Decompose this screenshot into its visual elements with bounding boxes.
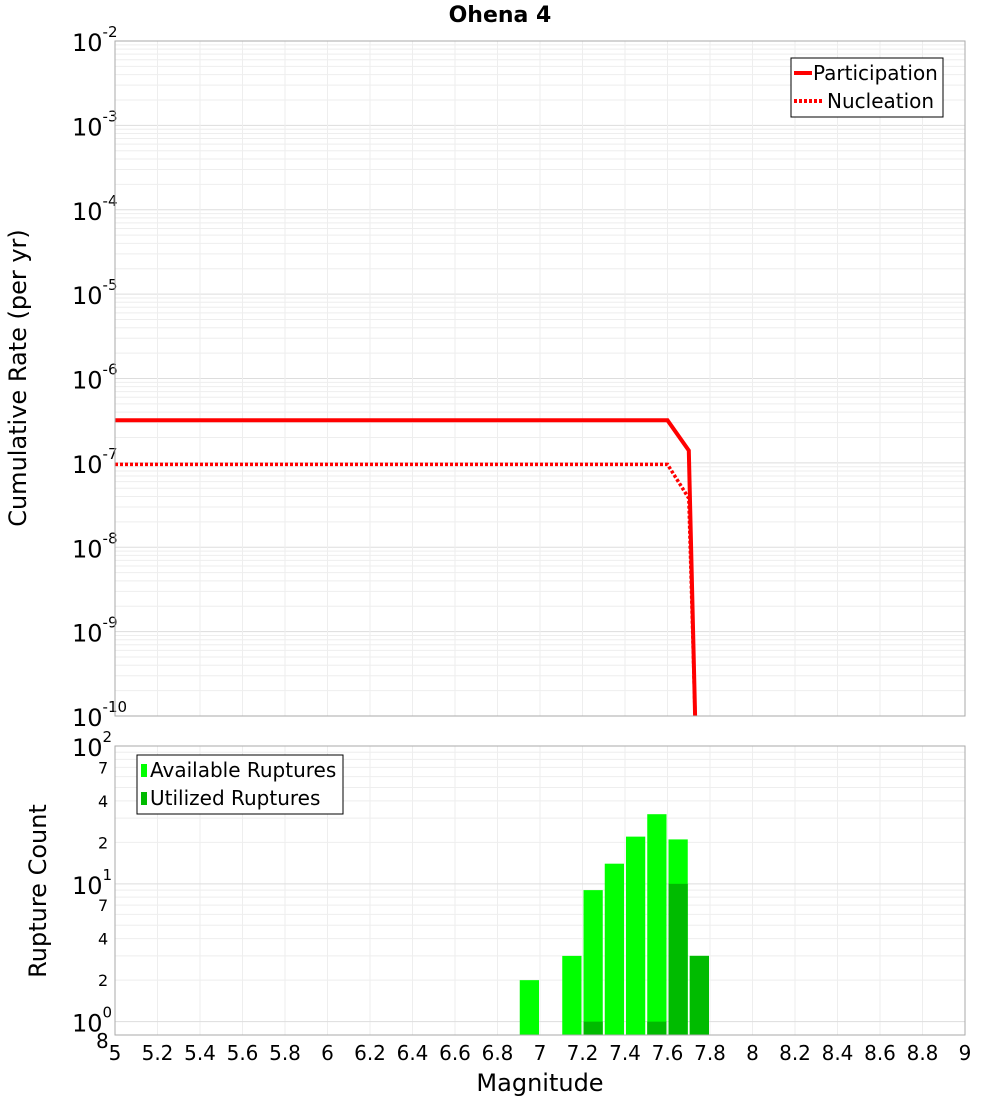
bottom-y-minor-tick-label: 2 xyxy=(98,971,108,990)
available-ruptures-bar xyxy=(626,836,646,1035)
top-legend-box xyxy=(790,57,944,118)
chart-title: Ohena 4 xyxy=(449,3,552,28)
x-ticks: 5 5.2 5.4 5.6 5.8 6 6.2 6.4 6.6 6.8 7 7.2 7.4 7.6 7.8 8… xyxy=(109,1041,972,1065)
bottom-y-minor-tick-label: 7 xyxy=(98,758,108,777)
top-y-tick-label: 10-4 xyxy=(72,192,118,226)
bottom-legend: Available Ruptures Utilized Ruptures xyxy=(136,754,344,815)
x-tick-label: 8.2 xyxy=(779,1041,811,1065)
x-tick-label: 9 xyxy=(959,1041,972,1065)
top-y-axis-label: Cumulative Rate (per yr) xyxy=(4,229,32,527)
x-tick-label: 6 xyxy=(321,1041,334,1065)
x-tick-label: 6.2 xyxy=(354,1041,386,1065)
bottom-legend-box xyxy=(136,754,344,815)
bottom-y-minor-tick-label: 7 xyxy=(98,896,108,915)
top-y-tick-label: 10-10 xyxy=(72,698,127,732)
utilized-ruptures-bar xyxy=(647,1021,667,1035)
top-legend: Participation Nucleation xyxy=(790,57,944,118)
utilized-ruptures-bar xyxy=(583,1021,603,1035)
top-y-tick-label: 10-3 xyxy=(72,107,118,141)
bottom-y-minor-tick-label: 2 xyxy=(98,833,108,852)
x-tick-label: 5 xyxy=(109,1041,122,1065)
bottom-y-minor-tick-label: 8 xyxy=(96,1029,109,1053)
top-y-ticks: 10-2 10-3 10-4 10-5 10-6 10-7 10-8 10-9 10-10 xyxy=(72,23,127,732)
x-tick-label: 7.4 xyxy=(609,1041,641,1065)
bottom-y-minor-tick-label: 4 xyxy=(98,792,108,811)
x-tick-label: 5.6 xyxy=(227,1041,259,1065)
available-ruptures-bar xyxy=(647,814,667,1035)
utilized-legend-swatch xyxy=(141,792,147,805)
participation-legend-label: Participation xyxy=(813,61,938,85)
bottom-plot-frame xyxy=(114,745,966,1036)
nucleation-legend-label: Nucleation xyxy=(827,89,934,113)
available-legend-swatch xyxy=(141,764,147,777)
top-series xyxy=(115,418,698,717)
top-grid xyxy=(114,41,966,717)
x-tick-label: 7.2 xyxy=(567,1041,599,1065)
x-axis-label: Magnitude xyxy=(476,1069,603,1097)
utilized-ruptures-bar xyxy=(689,955,709,1035)
x-tick-label: 7.6 xyxy=(652,1041,684,1065)
x-tick-label: 7 xyxy=(534,1041,547,1065)
x-tick-label: 8.4 xyxy=(822,1041,854,1065)
bottom-y-axis-label: Rupture Count xyxy=(24,804,52,978)
available-legend-label: Available Ruptures xyxy=(150,758,336,782)
available-ruptures-bar xyxy=(604,863,624,1035)
top-y-tick-label: 10-6 xyxy=(72,361,118,395)
x-tick-label: 8 xyxy=(746,1041,759,1065)
top-y-tick-label: 10-8 xyxy=(72,529,118,563)
top-y-tick-label: 10-7 xyxy=(72,445,118,479)
available-ruptures-bar xyxy=(583,890,603,1035)
utilized-ruptures-bar xyxy=(668,883,688,1035)
x-tick-label: 8.6 xyxy=(864,1041,896,1065)
x-tick-label: 7.8 xyxy=(694,1041,726,1065)
x-tick-label: 5.2 xyxy=(142,1041,174,1065)
utilized-legend-label: Utilized Ruptures xyxy=(150,786,320,810)
bottom-y-minor-tick-label: 4 xyxy=(98,930,108,949)
available-ruptures-bar xyxy=(519,980,539,1035)
x-tick-label: 5.4 xyxy=(184,1041,216,1065)
x-tick-label: 8.8 xyxy=(907,1041,939,1065)
bottom-y-ticks: 102 101 100 7 4 2 7 4 2 8 xyxy=(72,728,112,1053)
top-plot-frame xyxy=(114,40,966,717)
bottom-bars xyxy=(519,814,709,1035)
top-y-tick-label: 10-9 xyxy=(72,614,118,648)
top-y-tick-label: 10-5 xyxy=(72,276,118,310)
x-tick-label: 6.8 xyxy=(482,1041,514,1065)
top-y-tick-label: 10-2 xyxy=(72,23,118,57)
x-tick-label: 6.4 xyxy=(397,1041,429,1065)
bottom-y-tick-label: 100 xyxy=(72,1004,112,1038)
x-tick-label: 5.8 xyxy=(269,1041,301,1065)
x-tick-label: 6.6 xyxy=(439,1041,471,1065)
available-ruptures-bar xyxy=(562,955,582,1035)
bottom-y-tick-label: 102 xyxy=(72,728,112,762)
bottom-y-tick-label: 101 xyxy=(72,866,112,900)
nucleation-line xyxy=(115,462,697,717)
